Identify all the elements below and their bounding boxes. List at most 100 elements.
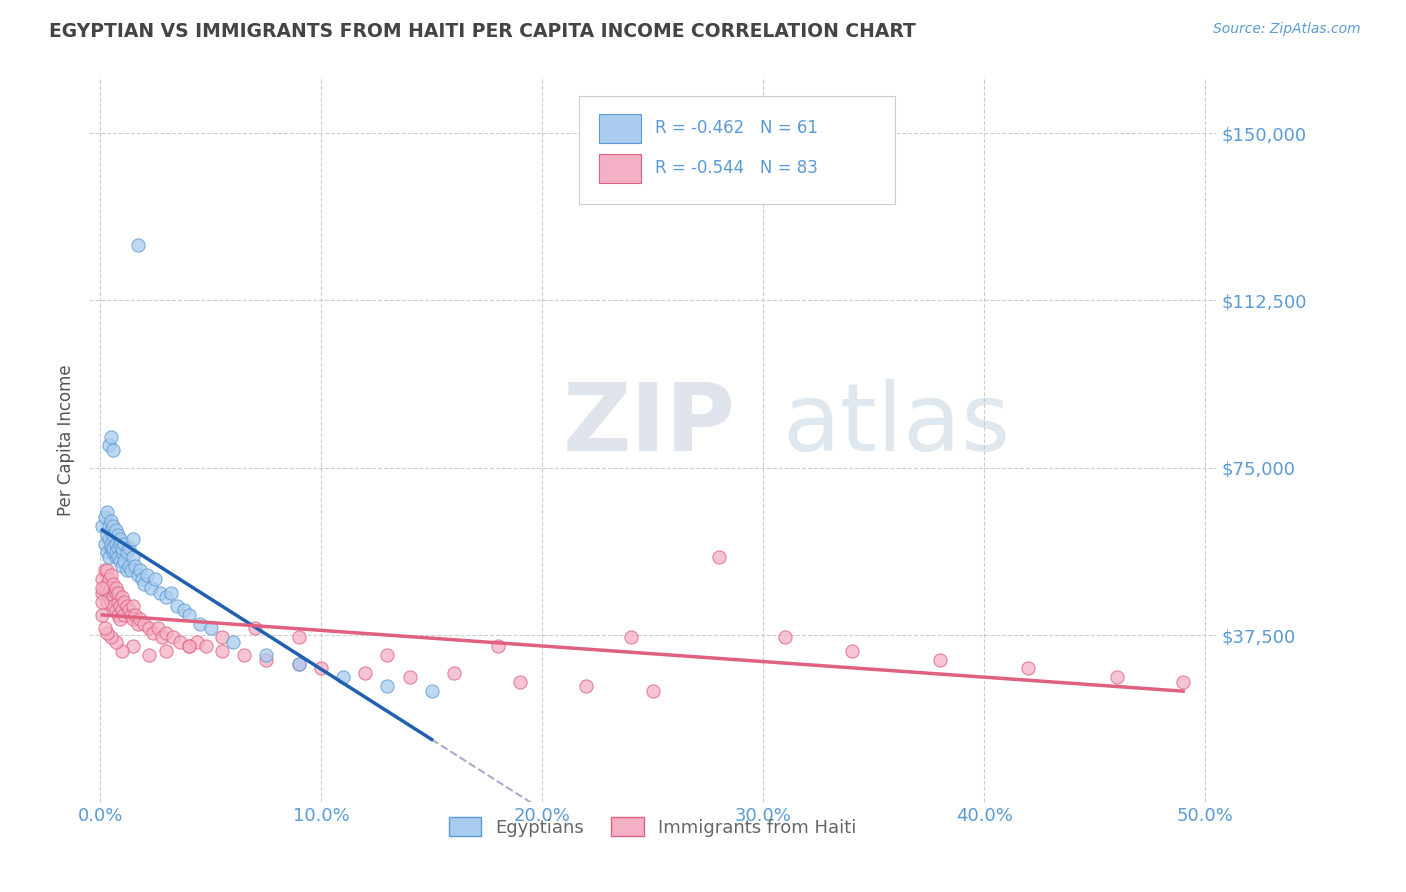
Point — [97, 572, 120, 586]
Point — [93, 621, 115, 635]
Point — [115, 563, 138, 577]
Point — [93, 509, 115, 524]
Point — [104, 581, 127, 595]
Point — [100, 514, 122, 528]
Point — [288, 630, 311, 644]
Point — [100, 581, 122, 595]
Point — [91, 572, 114, 586]
Point — [104, 523, 127, 537]
Point — [127, 237, 149, 252]
Point — [188, 616, 211, 631]
Point — [104, 603, 127, 617]
Point — [103, 599, 125, 613]
Point — [111, 541, 134, 555]
Point — [200, 621, 222, 635]
Point — [108, 536, 131, 550]
Point — [108, 554, 131, 568]
Point — [118, 603, 141, 617]
Text: R = -0.544   N = 83: R = -0.544 N = 83 — [655, 159, 818, 177]
Point — [114, 536, 136, 550]
Point — [107, 585, 129, 599]
Point — [91, 581, 114, 595]
Point — [155, 625, 177, 640]
Point — [131, 572, 153, 586]
Point — [103, 518, 125, 533]
Point — [100, 594, 122, 608]
Point — [122, 599, 145, 613]
Point — [509, 674, 531, 689]
Point — [108, 612, 131, 626]
Text: EGYPTIAN VS IMMIGRANTS FROM HAITI PER CAPITA INCOME CORRELATION CHART: EGYPTIAN VS IMMIGRANTS FROM HAITI PER CA… — [49, 22, 917, 41]
Point — [96, 527, 118, 541]
Point — [173, 603, 195, 617]
Point — [129, 612, 152, 626]
Point — [120, 607, 142, 622]
Point — [96, 545, 118, 559]
Point — [443, 665, 465, 680]
Point — [186, 634, 208, 648]
Point — [100, 567, 122, 582]
Point — [138, 621, 160, 635]
Point — [100, 523, 122, 537]
Point — [100, 429, 122, 443]
Point — [111, 643, 134, 657]
Text: ZIP: ZIP — [562, 379, 735, 471]
Point — [104, 549, 127, 564]
Point — [254, 652, 277, 666]
Point — [103, 576, 125, 591]
Point — [91, 607, 114, 622]
Point — [377, 679, 399, 693]
Point — [103, 541, 125, 555]
Point — [115, 545, 138, 559]
Point — [288, 657, 311, 671]
Point — [104, 545, 127, 559]
Y-axis label: Per Capita Income: Per Capita Income — [58, 364, 75, 516]
Text: atlas: atlas — [782, 379, 1011, 471]
Bar — [599, 113, 641, 143]
Point — [150, 630, 173, 644]
Point — [149, 585, 172, 599]
Point — [232, 648, 254, 662]
Point — [111, 590, 134, 604]
Point — [103, 590, 125, 604]
Point — [96, 563, 118, 577]
Point — [103, 545, 125, 559]
Point — [124, 607, 146, 622]
Point — [162, 630, 184, 644]
Point — [120, 563, 142, 577]
Point — [142, 625, 165, 640]
Point — [111, 603, 134, 617]
Point — [288, 657, 311, 671]
Point — [211, 630, 233, 644]
Point — [107, 549, 129, 564]
Point — [138, 648, 160, 662]
Point — [93, 563, 115, 577]
Point — [775, 630, 797, 644]
Point — [96, 594, 118, 608]
Point — [91, 594, 114, 608]
Point — [166, 599, 188, 613]
Point — [115, 599, 138, 613]
Text: R = -0.462   N = 61: R = -0.462 N = 61 — [655, 120, 818, 137]
Point — [134, 576, 156, 591]
Point — [122, 532, 145, 546]
Point — [111, 558, 134, 573]
Point — [97, 590, 120, 604]
Point — [107, 541, 129, 555]
Point — [93, 581, 115, 595]
Point — [103, 442, 125, 457]
Point — [160, 585, 183, 599]
Point — [97, 438, 120, 452]
Point — [108, 532, 131, 546]
Point — [108, 599, 131, 613]
Point — [96, 576, 118, 591]
Point — [122, 639, 145, 653]
Point — [155, 590, 177, 604]
Point — [97, 585, 120, 599]
Point — [100, 630, 122, 644]
Point — [377, 648, 399, 662]
Bar — [599, 153, 641, 183]
Point — [122, 549, 145, 564]
Point — [929, 652, 952, 666]
Point — [124, 558, 146, 573]
